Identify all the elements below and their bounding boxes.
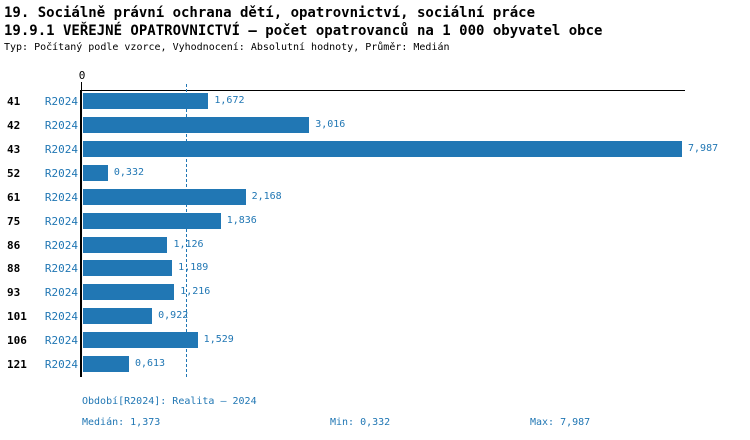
- chart-subtitle: Typ: Počítaný podle vzorce, Vyhodnocení:…: [4, 42, 450, 53]
- x-axis-line: [81, 90, 685, 91]
- median-stat-label: Medián: 1,373: [82, 417, 161, 428]
- series-period-label: R2024: [44, 358, 78, 372]
- min-stat-label: Min: 0,332: [330, 417, 391, 428]
- series-period-label: R2024: [44, 166, 78, 180]
- chart-title-line1: 19. Sociálně právní ochrana dětí, opatro…: [4, 5, 536, 21]
- category-label: 121: [7, 358, 27, 372]
- bar: [83, 356, 129, 373]
- series-period-label: R2024: [44, 238, 78, 252]
- chart-row: 75 R2024 1,836: [0, 210, 750, 234]
- bar-value-label: 3,016: [315, 118, 346, 130]
- series-period-label: R2024: [44, 214, 78, 228]
- max-stat-label: Max: 7,987: [530, 417, 591, 428]
- series-period-label: R2024: [44, 310, 78, 324]
- period-label: Období[R2024]: Realita – 2024: [82, 396, 257, 407]
- series-period-label: R2024: [44, 142, 78, 156]
- category-label: 93: [7, 286, 21, 300]
- bar: [83, 140, 683, 157]
- category-label: 86: [7, 238, 21, 252]
- bar-value-label: 1,216: [180, 286, 211, 298]
- chart-row: 86 R2024 1,126: [0, 234, 750, 258]
- bar-value-label: 2,168: [251, 190, 282, 202]
- bar-value-label: 1,126: [173, 238, 204, 250]
- series-period-label: R2024: [44, 286, 78, 300]
- median-reference-line: [185, 84, 187, 377]
- chart-row: 43 R2024 7,987: [0, 138, 750, 162]
- chart-row: 42 R2024 3,016: [0, 114, 750, 138]
- series-period-label: R2024: [44, 334, 78, 348]
- chart-row: 61 R2024 2,168: [0, 186, 750, 210]
- chart-row: 101 R2024 0,922: [0, 305, 750, 329]
- bar: [83, 93, 209, 109]
- chart-row: 93 R2024 1,216: [0, 281, 750, 305]
- chart-row: 52 R2024 0,332: [0, 162, 750, 186]
- y-axis-line: [80, 90, 82, 377]
- category-label: 106: [7, 334, 27, 348]
- bar-value-label: 0,922: [158, 310, 189, 322]
- bar-value-label: 1,836: [226, 214, 257, 226]
- bar: [83, 284, 175, 301]
- chart-row: 41 R2024 1,672: [0, 90, 750, 114]
- category-label: 52: [7, 166, 21, 180]
- bar: [83, 164, 108, 181]
- bar-value-label: 0,613: [134, 358, 166, 370]
- bar-value-label: 1,672: [214, 95, 245, 106]
- category-label: 101: [7, 310, 27, 324]
- category-label: 75: [7, 214, 21, 228]
- x-axis-zero-label: 0: [78, 69, 86, 82]
- series-period-label: R2024: [44, 95, 78, 108]
- series-period-label: R2024: [44, 190, 78, 204]
- x-axis-zero-tick: [81, 82, 82, 90]
- bar: [83, 236, 168, 253]
- category-label: 41: [7, 95, 21, 108]
- bar-value-label: 1,529: [203, 334, 234, 346]
- bar: [83, 188, 246, 205]
- chart-row: 88 R2024 1,189: [0, 257, 750, 281]
- series-period-label: R2024: [44, 118, 78, 132]
- chart-row: 106 R2024 1,529: [0, 329, 750, 353]
- series-period-label: R2024: [44, 262, 78, 276]
- bar-value-label: 0,332: [113, 166, 144, 178]
- bar: [83, 260, 173, 277]
- category-label: 42: [7, 118, 21, 132]
- chart-row: 121 R2024 0,613: [0, 353, 750, 377]
- bar-value-label: 7,987: [688, 142, 719, 154]
- bar: [83, 308, 153, 325]
- bar-value-label: 1,189: [178, 262, 209, 274]
- bar: [83, 212, 221, 229]
- category-label: 88: [7, 262, 21, 276]
- category-label: 43: [7, 142, 21, 156]
- bar: [83, 332, 198, 349]
- chart-title-line2: 19.9.1 VEŘEJNÉ OPATROVNICTVÍ – počet opa…: [4, 23, 603, 39]
- bar: [83, 116, 310, 133]
- category-label: 61: [7, 190, 21, 204]
